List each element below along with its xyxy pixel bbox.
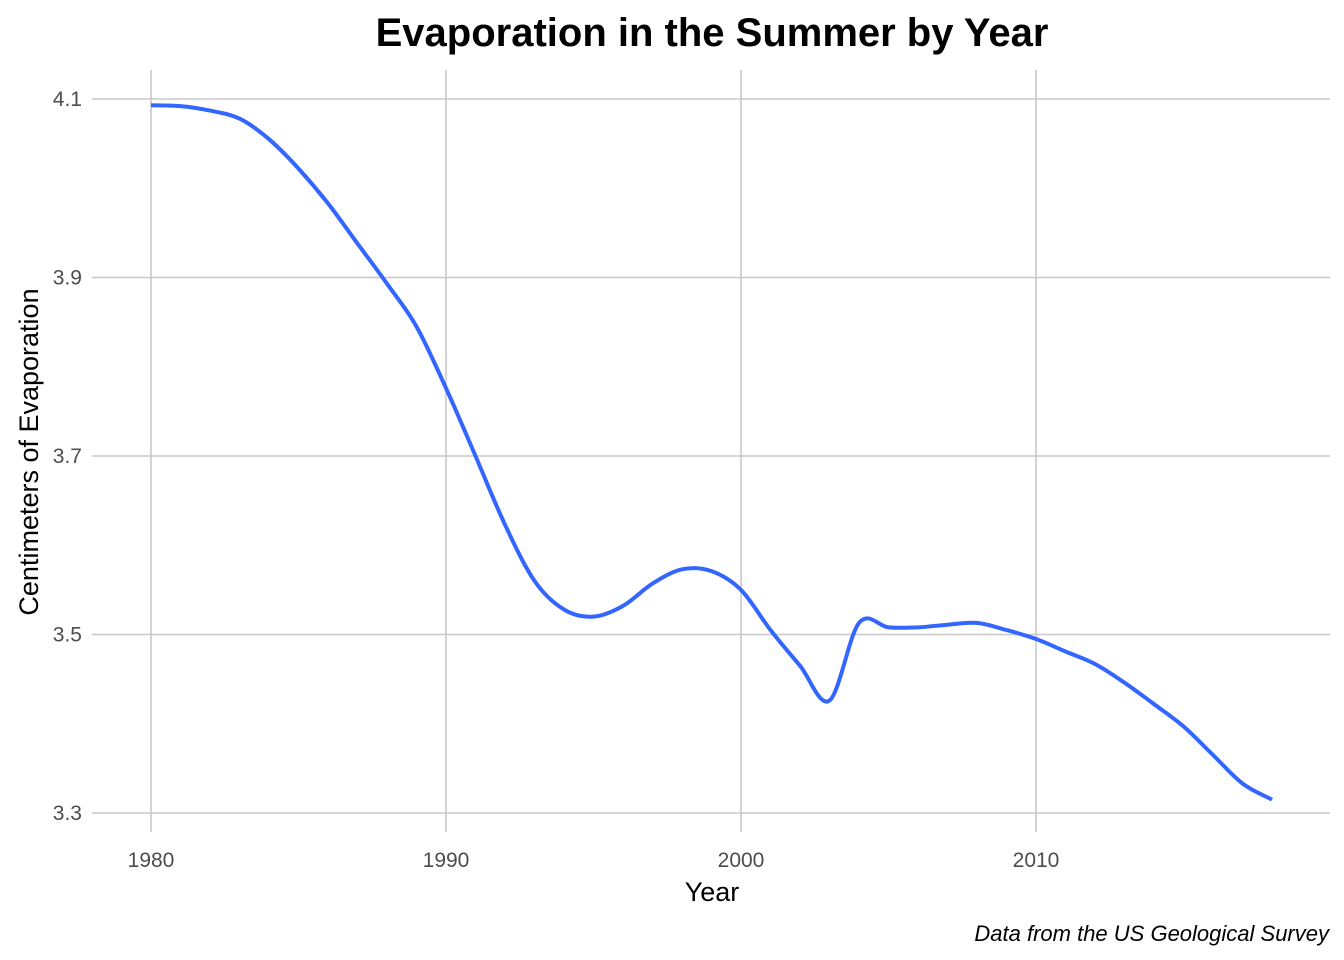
y-tick-label: 3.9 [53,267,82,290]
x-tick-label: 1980 [128,849,175,872]
y-tick-label: 3.5 [53,624,82,647]
x-tick-label: 2000 [718,849,765,872]
y-tick-label: 3.3 [53,802,82,825]
y-axis-title: Centimeters of Evaporation [14,288,44,615]
x-tick-label: 2010 [1013,849,1060,872]
x-axis-title: Year [685,877,740,907]
caption: Data from the US Geological Survey [974,921,1331,946]
line-layer [150,103,1273,802]
chart-title: Evaporation in the Summer by Year [376,11,1049,55]
grid-layer [92,70,1330,832]
y-tick-label: 4.1 [53,88,82,111]
series-line [150,103,1273,802]
x-tick-label: 1990 [423,849,470,872]
y-tick-label: 3.7 [53,445,82,468]
tick-label-layer: 3.3 3.5 3.7 3.9 4.1 1980 1990 2000 2010 [53,88,1060,872]
